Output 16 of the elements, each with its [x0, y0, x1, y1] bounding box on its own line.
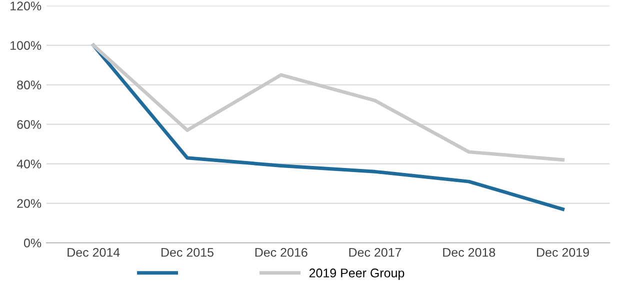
- y-tick-label: 100%: [10, 41, 42, 50]
- x-tick-label: Dec 2016: [255, 248, 308, 257]
- y-tick-label: 80%: [17, 80, 42, 90]
- x-tick-label: Dec 2015: [162, 248, 214, 257]
- x-tick-label: Dec 2019: [537, 248, 589, 257]
- legend-label: 2019 Peer Group: [309, 268, 404, 280]
- line-series: [92, 44, 565, 162]
- y-tick-label: 20%: [17, 199, 42, 208]
- x-tick-label: Dec 2014: [68, 248, 120, 257]
- y-tick-label: 40%: [16, 160, 42, 168]
- x-tick-label: Dec 2017: [349, 248, 402, 257]
- y-tick-label: 120%: [10, 2, 42, 10]
- y-tick-label: 0%: [24, 238, 42, 248]
- y-tick-label: 60%: [17, 120, 42, 129]
- line-series: [92, 44, 565, 211]
- x-tick-label: Dec 2018: [443, 248, 496, 257]
